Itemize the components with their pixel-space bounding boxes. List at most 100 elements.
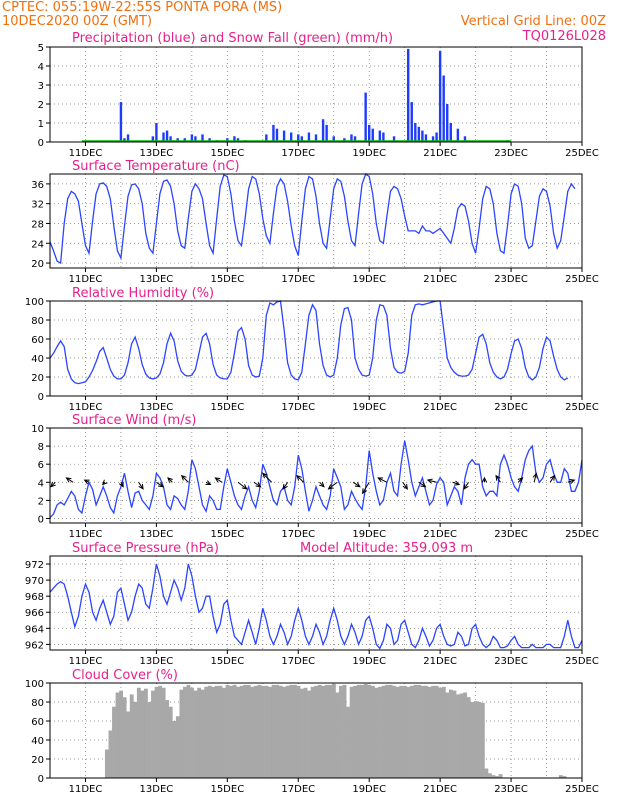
humidity-frame <box>49 300 583 397</box>
precip-bar <box>126 134 130 142</box>
cloud-ytick-label: 20 <box>31 755 44 766</box>
cloud-bar <box>108 730 113 778</box>
temperature-xtick-label: 19DEC <box>352 274 386 285</box>
wind-ytick-label: 8 <box>38 442 44 453</box>
precip-bar <box>155 123 158 142</box>
pressure-xtick-label: 21DEC <box>423 656 457 667</box>
wind-panel <box>46 427 583 527</box>
cloud-xtick-label: 17DEC <box>281 784 315 795</box>
cloud-xtick-label: 15DEC <box>210 784 244 795</box>
wind-vector <box>362 482 370 494</box>
cloud-bar <box>491 775 496 778</box>
precip-title: Precipitation (blue) and Snow Fall (gree… <box>72 31 393 46</box>
precip-xtick-label: 11DEC <box>69 148 103 159</box>
pressure-ytick-label: 964 <box>25 624 44 635</box>
cloud-bar <box>133 702 138 778</box>
station-header: CPTEC: 055:19W-22:55S PONTA PORA (MS) <box>2 0 283 15</box>
cloud-bar <box>204 686 209 778</box>
cloud-bar <box>183 686 187 778</box>
cloud-bar <box>395 686 400 778</box>
cloud-bar <box>314 685 319 778</box>
precip-ytick-label: 2 <box>38 100 44 111</box>
wind-ytick-label: 2 <box>38 496 44 507</box>
precip-bar <box>176 138 179 142</box>
wind-vector <box>495 475 501 483</box>
cloud-bar <box>409 685 414 778</box>
precip-bar <box>226 138 229 142</box>
cloud-bar <box>186 684 191 778</box>
humidity-line <box>49 300 569 385</box>
wind-xtick-label: 15DEC <box>210 529 244 540</box>
precip-bar <box>169 136 172 142</box>
precip-bar <box>442 75 445 142</box>
model-altitude: Model Altitude: 359.093 m <box>300 541 473 556</box>
pressure-ytick-label: 972 <box>25 560 44 571</box>
cloud-bar <box>310 686 315 778</box>
precip-bar <box>194 136 197 142</box>
wind-arrowhead <box>255 482 262 488</box>
wind-arrowhead <box>214 477 221 483</box>
cloud-bar <box>324 684 329 778</box>
grid-line-note: Vertical Grid Line: 00Z <box>460 14 606 29</box>
precip-bar <box>190 134 194 142</box>
cloud-bar <box>296 685 301 778</box>
precip-bar <box>438 50 442 142</box>
cloud-ytick-label: 0 <box>38 774 44 785</box>
wind-arrowhead <box>454 480 461 486</box>
wind-arrowhead <box>180 474 187 481</box>
cloud-bar <box>399 685 404 778</box>
precip-bar <box>392 136 396 142</box>
cloud-bar <box>193 690 198 778</box>
humidity-panel <box>46 300 583 400</box>
cloud-panel <box>46 682 583 782</box>
precip-bar <box>151 136 155 142</box>
precip-bar <box>431 136 435 142</box>
cloud-bar <box>495 776 499 778</box>
wind-vector <box>262 473 273 483</box>
model-code: TQ0126L028 <box>522 29 606 44</box>
cloud-bar <box>275 684 280 778</box>
pressure-ytick-label: 968 <box>25 592 44 603</box>
precip-bar <box>275 128 279 142</box>
wind-ytick-label: 4 <box>38 478 44 489</box>
humidity-xtick-label: 17DEC <box>281 402 315 413</box>
cloud-bar <box>119 690 124 778</box>
wind-arrowhead <box>481 476 488 483</box>
wind-ytick-label: 0 <box>38 514 44 525</box>
pressure-ytick-label: 962 <box>25 640 44 651</box>
wind-arrowhead <box>50 481 56 488</box>
wind-vector <box>215 477 223 483</box>
humidity-xtick-label: 15DEC <box>210 402 244 413</box>
temperature-frame <box>49 173 583 269</box>
wind-arrowhead <box>569 478 576 484</box>
cloud-bar <box>261 685 265 778</box>
precip-bar <box>463 136 467 142</box>
pressure-title: Surface Pressure (hPa) <box>72 541 219 556</box>
cloud-bar <box>317 684 322 778</box>
humidity-xtick-label: 21DEC <box>423 402 457 413</box>
cloud-bar <box>360 684 365 778</box>
cloud-bar <box>161 687 166 778</box>
humidity-title: Relative Humidity (%) <box>72 286 214 301</box>
precip-bar <box>162 132 165 142</box>
pressure-xtick-label: 15DEC <box>210 656 244 667</box>
cloud-bar <box>225 684 230 778</box>
wind-arrowhead <box>319 481 325 488</box>
cloud-bar <box>381 685 386 778</box>
cloud-ytick-label: 60 <box>31 717 44 728</box>
cloud-bar <box>346 706 350 778</box>
wind-arrowhead <box>118 481 124 488</box>
wind-arrowhead <box>420 482 427 488</box>
wind-xtick-label: 25DEC <box>565 529 599 540</box>
precip-bar <box>265 134 268 142</box>
cloud-bar <box>154 686 159 778</box>
cloud-bar <box>420 685 425 778</box>
cloud-bar <box>339 685 343 778</box>
wind-vector <box>296 475 304 483</box>
cloud-bar <box>488 773 492 778</box>
wind-vector <box>418 481 426 488</box>
precip-bar <box>435 132 438 142</box>
precip-bar <box>449 123 452 142</box>
cloud-ytick-label: 100 <box>25 679 44 690</box>
pressure-panel <box>46 555 583 654</box>
